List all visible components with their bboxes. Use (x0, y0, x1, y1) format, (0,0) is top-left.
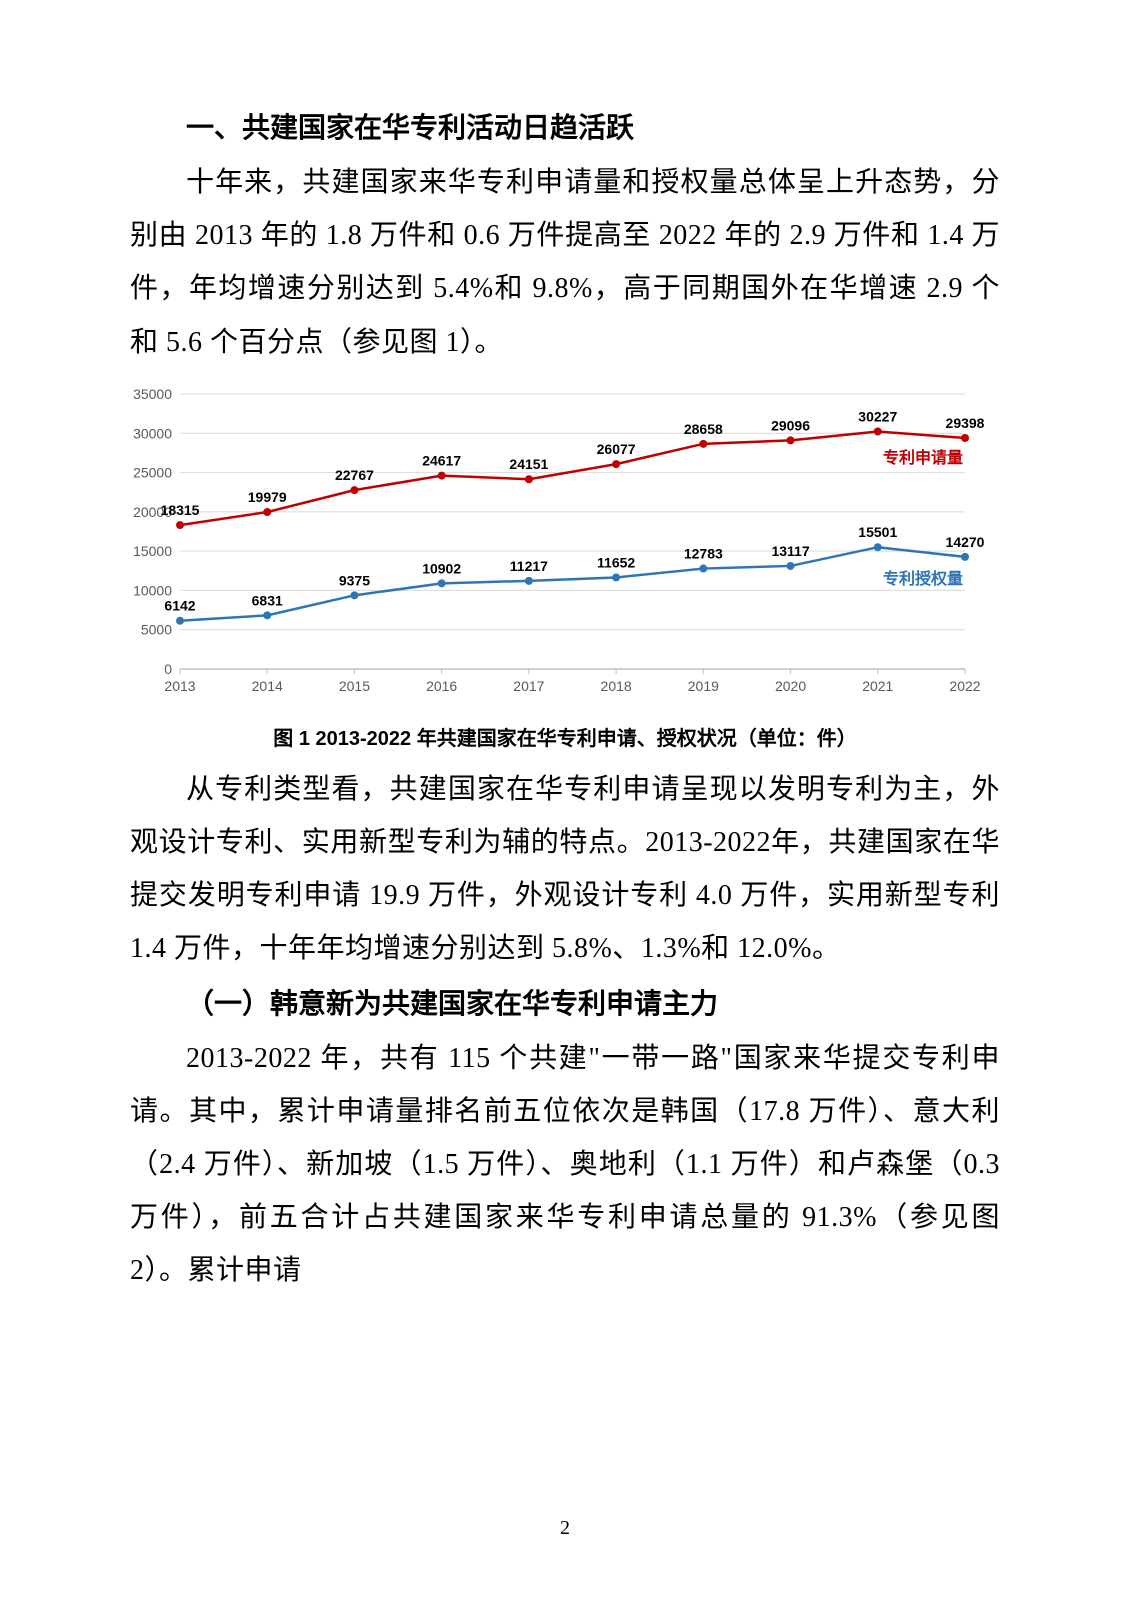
svg-text:6831: 6831 (252, 592, 283, 608)
line-chart-svg: 0500010000150002000025000300003500020132… (125, 379, 985, 709)
svg-text:35000: 35000 (133, 386, 172, 402)
svg-text:2016: 2016 (426, 678, 457, 694)
svg-text:6142: 6142 (164, 597, 195, 613)
svg-text:24617: 24617 (422, 452, 461, 468)
svg-text:13117: 13117 (771, 543, 809, 559)
figure-1-caption: 图 1 2013-2022 年共建国家在华专利申请、授权状况（单位：件） (130, 722, 1000, 751)
paragraph-3: 2013-2022 年，共有 115 个共建"一带一路"国家来华提交专利申请。其… (130, 1032, 1000, 1298)
svg-text:30227: 30227 (858, 408, 897, 424)
svg-text:2020: 2020 (775, 678, 806, 694)
svg-text:2021: 2021 (862, 678, 893, 694)
svg-text:2018: 2018 (601, 678, 632, 694)
svg-text:22767: 22767 (335, 467, 374, 483)
svg-text:0: 0 (164, 661, 172, 677)
section-heading-1: 一、共建国家在华专利活动日趋活跃 (130, 100, 1000, 156)
svg-text:30000: 30000 (133, 425, 172, 441)
paragraph-1: 十年来，共建国家来华专利申请量和授权量总体呈上升态势，分别由 2013 年的 1… (130, 156, 1000, 369)
page-number: 2 (0, 1517, 1130, 1540)
svg-text:10902: 10902 (422, 560, 461, 576)
svg-text:2015: 2015 (339, 678, 370, 694)
svg-text:9375: 9375 (339, 572, 370, 588)
svg-text:2017: 2017 (513, 678, 544, 694)
svg-text:11217: 11217 (510, 558, 548, 574)
svg-text:12783: 12783 (684, 545, 723, 561)
paragraph-2: 从专利类型看，共建国家在华专利申请呈现以发明专利为主，外观设计专利、实用新型专利… (130, 763, 1000, 976)
svg-text:10000: 10000 (133, 582, 172, 598)
svg-text:15000: 15000 (133, 543, 172, 559)
svg-text:29096: 29096 (771, 417, 810, 433)
svg-text:2019: 2019 (688, 678, 719, 694)
svg-text:25000: 25000 (133, 464, 172, 480)
svg-text:18315: 18315 (161, 502, 200, 518)
svg-text:26077: 26077 (597, 441, 636, 457)
svg-text:15501: 15501 (858, 524, 897, 540)
document-page: 一、共建国家在华专利活动日趋活跃 十年来，共建国家来华专利申请量和授权量总体呈上… (0, 0, 1130, 1600)
svg-text:2013: 2013 (164, 678, 195, 694)
svg-text:19979: 19979 (248, 489, 287, 505)
svg-text:专利授权量: 专利授权量 (883, 569, 963, 588)
svg-text:24151: 24151 (509, 456, 548, 472)
svg-text:14270: 14270 (946, 534, 985, 550)
svg-text:29398: 29398 (946, 415, 985, 431)
svg-text:专利申请量: 专利申请量 (883, 448, 963, 467)
svg-text:28658: 28658 (684, 421, 723, 437)
figure-1-chart: 0500010000150002000025000300003500020132… (125, 379, 985, 714)
svg-text:5000: 5000 (141, 621, 172, 637)
svg-text:11652: 11652 (597, 554, 635, 570)
subsection-heading-1: （一）韩意新为共建国家在华专利申请主力 (130, 976, 1000, 1032)
svg-text:2014: 2014 (252, 678, 283, 694)
svg-text:2022: 2022 (949, 678, 980, 694)
